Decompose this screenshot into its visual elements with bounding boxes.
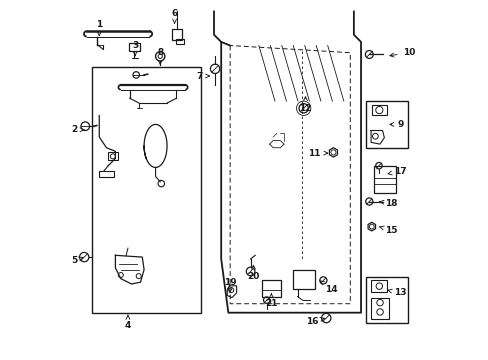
Bar <box>370 280 386 292</box>
Text: 6: 6 <box>171 9 177 23</box>
Bar <box>172 30 182 40</box>
Text: 8: 8 <box>157 48 163 64</box>
Bar <box>261 280 281 297</box>
Bar <box>176 40 183 44</box>
Bar <box>370 298 388 319</box>
Text: 10: 10 <box>389 48 414 57</box>
Text: 21: 21 <box>264 293 277 308</box>
Bar <box>371 105 386 116</box>
Text: 4: 4 <box>124 315 131 330</box>
Text: 2: 2 <box>71 125 84 134</box>
Bar <box>107 152 118 160</box>
Bar <box>366 277 407 323</box>
Text: 14: 14 <box>319 280 337 294</box>
Bar <box>366 101 407 148</box>
Bar <box>99 171 113 177</box>
Text: 15: 15 <box>379 226 397 235</box>
Text: 9: 9 <box>389 120 403 129</box>
Text: 16: 16 <box>306 317 324 326</box>
Bar <box>92 67 201 313</box>
Text: 12: 12 <box>299 97 311 113</box>
Bar <box>373 166 395 193</box>
Text: 1: 1 <box>96 19 102 36</box>
Text: 17: 17 <box>387 167 406 176</box>
Text: 3: 3 <box>132 41 138 56</box>
Text: 19: 19 <box>224 278 236 292</box>
Text: 7: 7 <box>196 72 209 81</box>
Bar <box>129 43 140 51</box>
Text: 13: 13 <box>387 288 406 297</box>
Text: 11: 11 <box>307 149 327 158</box>
Text: 18: 18 <box>379 199 397 208</box>
Bar <box>293 270 314 289</box>
Text: 5: 5 <box>71 256 83 265</box>
Text: 20: 20 <box>247 265 259 281</box>
